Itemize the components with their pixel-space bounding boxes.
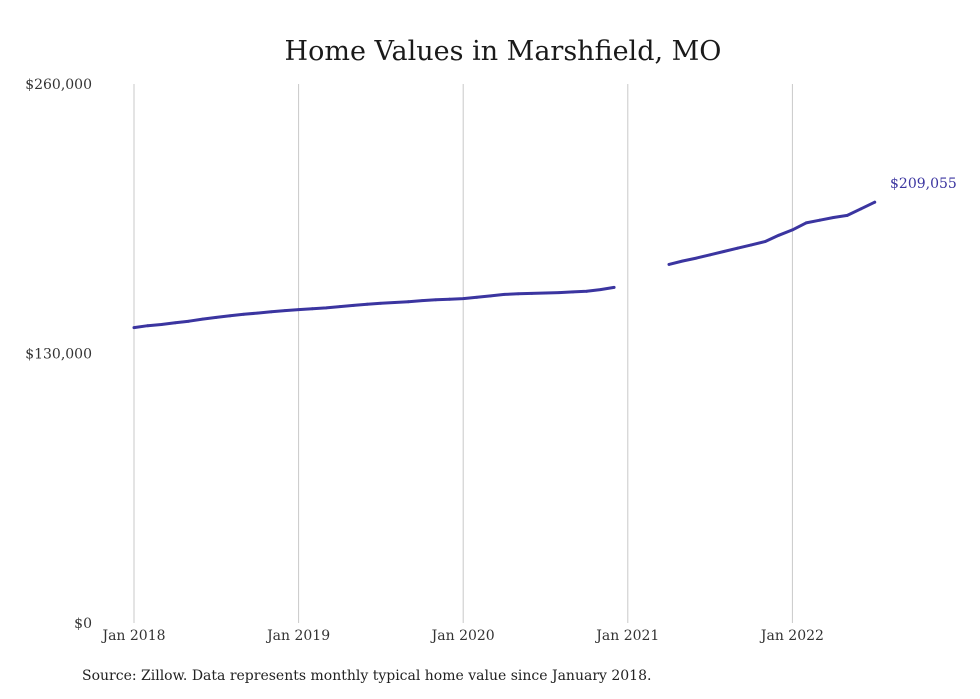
data-point: [818, 218, 822, 222]
data-point: [214, 316, 218, 319]
data-point: [544, 291, 547, 295]
data-point: [324, 306, 328, 310]
x-tick-label: Jan 2019: [265, 628, 330, 644]
data-point: [338, 305, 342, 308]
data-point: [530, 292, 534, 295]
data-point: [228, 314, 232, 318]
data-point: [393, 301, 396, 304]
data-point: [283, 309, 287, 312]
y-tick-label: $0: [74, 616, 92, 632]
data-point: [571, 290, 575, 294]
data-point: [297, 308, 300, 311]
data-point: [859, 207, 863, 211]
source-note: Source: Zillow. Data represents monthly …: [82, 668, 652, 684]
data-point: [201, 317, 205, 321]
data-point: [804, 221, 808, 225]
series-lines: [132, 200, 877, 330]
data-point: [708, 253, 712, 257]
x-tick-label: Jan 2020: [430, 628, 495, 644]
x-tick-label: Jan 2021: [594, 628, 659, 644]
data-point: [365, 302, 369, 306]
data-point: [489, 294, 492, 298]
x-tick-label: Jan 2022: [759, 628, 824, 644]
chart-title: Home Values in Marshfield, MO: [285, 36, 722, 67]
data-point: [475, 295, 479, 299]
data-point: [187, 319, 191, 323]
data-point: [242, 312, 246, 316]
data-point: [503, 293, 506, 296]
y-axis-ticks: $0 $130,000 $260,000: [25, 77, 92, 632]
y-tick-label: $130,000: [25, 347, 92, 363]
series-line-segment-2: [667, 200, 877, 266]
series-line-segment-1: [132, 285, 616, 330]
y-tick-label: $260,000: [25, 77, 92, 93]
data-point: [845, 214, 849, 217]
x-axis-ticks: Jan 2018 Jan 2019 Jan 2020 Jan 2021 Jan 2022: [100, 628, 823, 644]
data-point: [749, 243, 753, 247]
data-point: [791, 228, 794, 232]
data-point: [379, 301, 383, 305]
data-point: [434, 298, 438, 302]
data-point: [132, 326, 136, 329]
data-point: [146, 324, 150, 328]
data-point: [681, 259, 685, 263]
data-point: [722, 250, 726, 253]
data-point: [777, 233, 781, 237]
data-point: [612, 286, 616, 289]
data-point: [310, 307, 314, 311]
data-point: [667, 263, 671, 266]
data-point: [173, 321, 177, 325]
data-point: [736, 246, 739, 250]
data-point: [256, 311, 259, 315]
data-point: [406, 300, 410, 304]
data-point: [448, 297, 451, 301]
data-point: [352, 304, 355, 307]
x-tick-label: Jan 2018: [100, 628, 165, 644]
data-point: [599, 288, 602, 291]
data-point: [557, 291, 561, 294]
data-point: [585, 289, 588, 293]
data-point: [160, 323, 163, 326]
data-point: [420, 299, 424, 302]
data-point: [516, 292, 520, 296]
data-point: [269, 310, 273, 314]
data-point: [763, 240, 767, 244]
data-point: [832, 216, 835, 219]
grid-layer: [133, 84, 793, 623]
last-value-label: $209,055: [890, 176, 957, 192]
data-point: [695, 256, 698, 260]
data-point: [873, 200, 877, 204]
data-point: [461, 297, 465, 300]
